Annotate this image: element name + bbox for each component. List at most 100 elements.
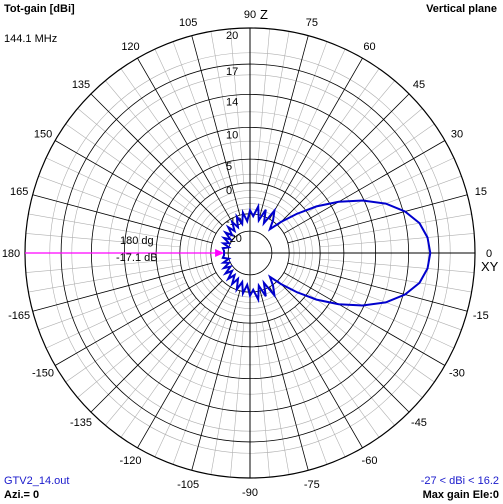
minor-spoke <box>230 28 245 184</box>
minor-spoke <box>120 310 211 438</box>
minor-spoke <box>105 306 206 426</box>
major-spoke <box>287 194 468 244</box>
minor-spoke <box>319 213 472 242</box>
radial-tick-label: 14 <box>226 96 238 108</box>
angle-tick-label: 120 <box>121 41 139 53</box>
major-spoke <box>54 140 217 234</box>
minor-spoke <box>65 292 193 383</box>
cursor-marker <box>215 249 225 257</box>
minor-spoke <box>307 123 435 214</box>
angle-tick-labels: 0153045607590105120135150165180-165-150-… <box>2 9 492 499</box>
major-spoke <box>269 57 363 220</box>
major-spoke <box>283 272 446 366</box>
minor-spoke <box>45 157 187 224</box>
angle-tick-label: -45 <box>411 417 427 429</box>
minor-spoke <box>289 68 380 196</box>
minor-spoke <box>273 318 328 465</box>
minor-spoke <box>303 108 423 209</box>
minor-spoke <box>65 123 193 214</box>
major-spoke <box>90 93 223 226</box>
major-spoke <box>283 140 446 234</box>
minor-spoke <box>120 68 211 196</box>
cursor-layer <box>25 249 225 257</box>
minor-spoke <box>154 48 221 190</box>
angle-tick-label: 75 <box>306 17 318 29</box>
xy-axis-label: XY <box>481 259 499 274</box>
frequency-label: 144.1 MHz <box>4 33 58 45</box>
plane-label: Vertical plane <box>426 3 497 15</box>
major-spoke <box>54 272 217 366</box>
major-spoke <box>191 35 241 216</box>
angle-tick-label: -30 <box>449 368 465 380</box>
minor-spoke <box>313 157 455 224</box>
minor-spoke <box>319 264 472 293</box>
angle-tick-label: 165 <box>10 186 28 198</box>
angle-tick-label: 60 <box>363 41 375 53</box>
major-spoke <box>90 280 223 413</box>
major-spoke <box>137 57 231 220</box>
minor-spoke <box>77 108 197 209</box>
max-gain-label: Max gain Ele:0 <box>422 489 499 501</box>
minor-spoke <box>230 322 245 478</box>
minor-spoke <box>261 31 290 184</box>
minor-spoke <box>313 282 455 349</box>
series-layer <box>220 199 432 307</box>
major-spoke <box>259 290 309 471</box>
major-spoke <box>32 262 213 312</box>
minor-spoke <box>289 310 380 438</box>
angle-tick-label: 105 <box>179 17 197 29</box>
major-spoke <box>191 290 241 471</box>
minor-spoke <box>315 175 462 230</box>
minor-spoke <box>307 292 435 383</box>
minor-spoke <box>38 276 185 331</box>
minor-spoke <box>28 213 181 242</box>
angle-tick-label: 15 <box>475 186 487 198</box>
minor-spoke <box>172 41 227 188</box>
minor-spoke <box>210 322 239 475</box>
angle-tick-label: -15 <box>473 310 489 322</box>
cursor-angle-label: 180 dg <box>120 235 154 247</box>
minor-spoke <box>294 80 395 200</box>
minor-spoke <box>210 31 239 184</box>
minor-spoke <box>273 41 328 188</box>
angle-tick-label: 45 <box>413 79 425 91</box>
angle-tick-label: -105 <box>177 479 199 491</box>
z-axis-label: Z <box>260 7 268 22</box>
filename-label: GTV2_14.out <box>4 475 70 487</box>
angle-tick-label: -75 <box>304 479 320 491</box>
minor-spoke <box>279 316 346 458</box>
minor-spoke <box>77 297 197 398</box>
radial-tick-label: 20 <box>226 30 238 42</box>
angle-tick-label: -165 <box>8 310 30 322</box>
minor-spoke <box>279 48 346 190</box>
gain-range-label: -27 < dBi < 16.2 <box>420 475 499 487</box>
radial-tick-label: -20 <box>226 233 242 245</box>
radial-tick-label: 0 <box>226 185 232 197</box>
minor-spoke <box>294 306 395 426</box>
angle-tick-label: -135 <box>70 417 92 429</box>
minor-spoke <box>105 80 206 200</box>
minor-spoke <box>319 258 475 273</box>
minor-spoke <box>45 282 187 349</box>
angle-tick-label: 0 <box>486 248 492 260</box>
minor-spoke <box>38 175 185 230</box>
angle-tick-label: -150 <box>32 368 54 380</box>
angle-tick-label: 180 <box>2 248 20 260</box>
radial-tick-label: 5 <box>226 161 232 173</box>
major-spoke <box>277 93 410 226</box>
major-spoke <box>137 286 231 449</box>
azimuth-label: Azi.= 0 <box>4 489 40 501</box>
minor-spoke <box>25 258 181 273</box>
minor-spoke <box>28 264 181 293</box>
angle-tick-label: 90 <box>244 9 256 21</box>
angle-tick-label: -120 <box>119 455 141 467</box>
angle-tick-label: -90 <box>242 487 258 499</box>
minor-spoke <box>303 297 423 398</box>
radial-tick-label: 10 <box>226 129 238 141</box>
minor-spoke <box>154 316 221 458</box>
minor-spoke <box>255 28 270 184</box>
major-spoke <box>287 262 468 312</box>
angle-tick-label: -60 <box>362 455 378 467</box>
